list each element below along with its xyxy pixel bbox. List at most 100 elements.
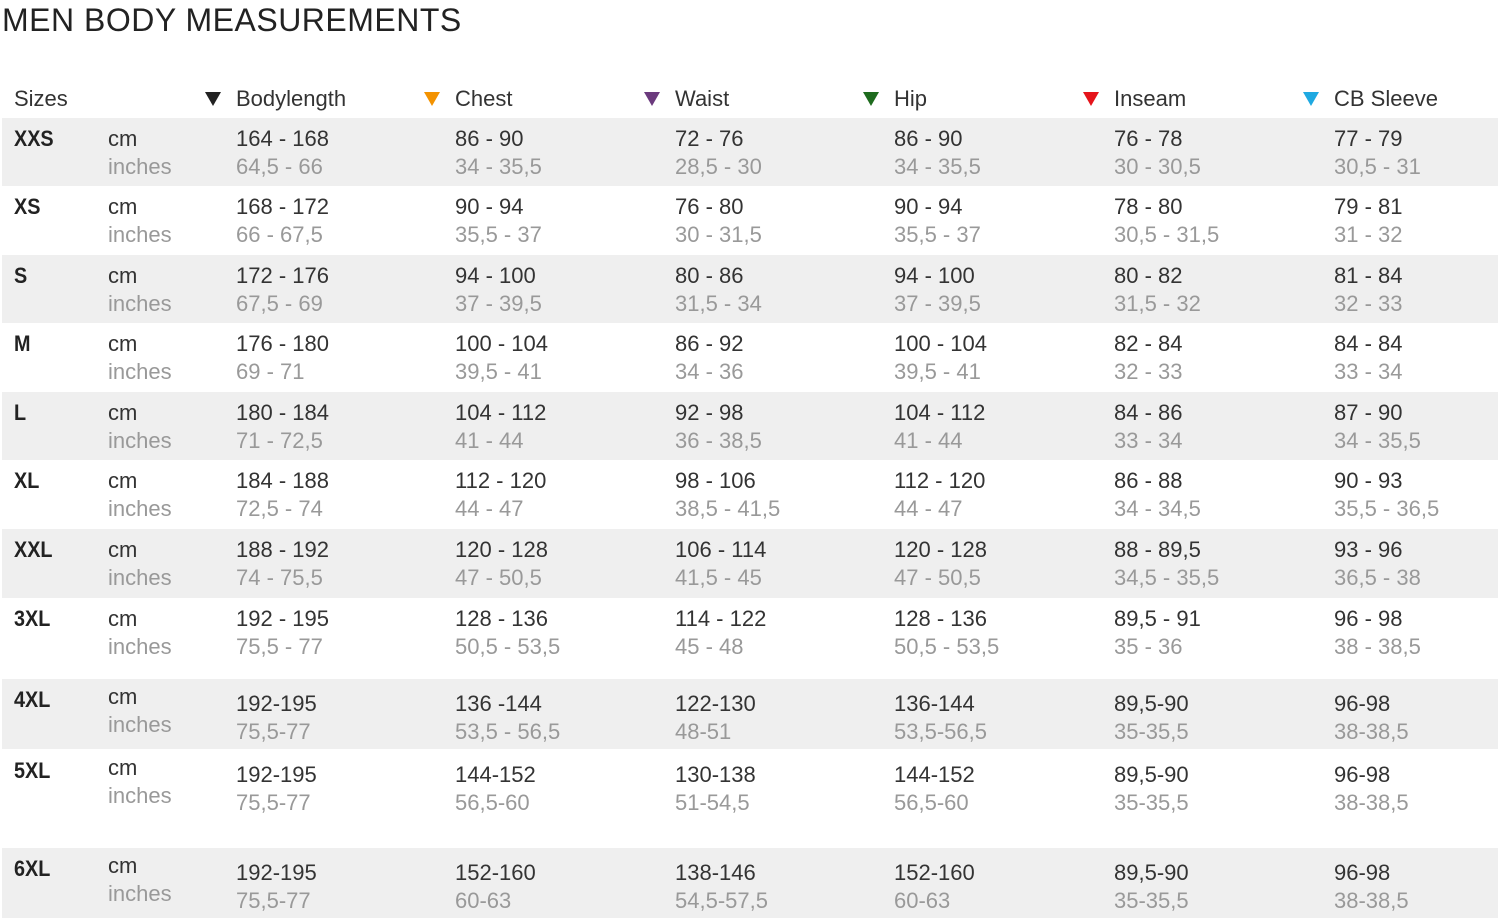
inches-value: 36,5 - 38 [1334, 565, 1421, 590]
size-label: 6XL [14, 856, 51, 881]
triangle-marker-icon [1303, 92, 1319, 106]
cm-value: 96 - 98 [1334, 606, 1403, 631]
cm-value: 90 - 94 [455, 194, 524, 219]
inches-value: 34 - 34,5 [1114, 496, 1201, 521]
triangle-marker-icon [424, 92, 440, 106]
unit-inches-label: inches [108, 634, 172, 659]
inches-value: 30,5 - 31,5 [1114, 222, 1220, 247]
unit-inches-label: inches [108, 222, 172, 247]
triangle-marker-icon [644, 92, 660, 106]
inches-value: 66 - 67,5 [236, 222, 323, 247]
inches-value: 35-35,5 [1114, 719, 1189, 744]
inches-value: 35 - 36 [1114, 634, 1183, 659]
cm-value: 104 - 112 [455, 400, 547, 425]
size-label: XL [14, 468, 40, 493]
table-row: XS cm inches 168 - 172 66 - 67,5 90 - 94 35,5 … [2, 186, 1498, 255]
size-label: XXS [14, 126, 54, 151]
inches-value: 50,5 - 53,5 [894, 634, 1000, 659]
cm-value: 90 - 93 [1334, 468, 1403, 493]
cm-value: 112 - 120 [455, 468, 547, 493]
inches-value: 31,5 - 32 [1114, 291, 1201, 316]
header-bodylength: Bodylength [236, 86, 347, 111]
inches-value: 54,5-57,5 [675, 888, 768, 913]
inches-value: 35,5 - 36,5 [1334, 496, 1440, 521]
inches-value: 53,5-56,5 [894, 719, 987, 744]
inches-value: 35-35,5 [1114, 790, 1189, 815]
inches-value: 38 - 38,5 [1334, 634, 1421, 659]
inches-value: 38-38,5 [1334, 790, 1409, 815]
cm-value: 89,5 - 91 [1114, 606, 1201, 631]
cm-value: 192-195 [236, 762, 317, 787]
cm-value: 76 - 78 [1114, 126, 1183, 151]
cm-value: 86 - 88 [1114, 468, 1183, 493]
cm-value: 100 - 104 [894, 331, 987, 356]
unit-cm-label: cm [108, 853, 138, 878]
triangle-marker-icon [205, 92, 221, 106]
inches-value: 37 - 39,5 [455, 291, 542, 316]
cm-value: 136 -144 [455, 691, 542, 716]
cm-value: 114 - 122 [675, 606, 767, 631]
unit-inches-label: inches [108, 496, 172, 521]
unit-cm-label: cm [108, 263, 138, 288]
table-row: XL cm inches 184 - 188 72,5 - 74 112 - 120 44 … [2, 460, 1498, 529]
unit-inches-label: inches [108, 291, 172, 316]
inches-value: 51-54,5 [675, 790, 750, 815]
cm-value: 96-98 [1334, 860, 1391, 885]
table-row: 4XL cm inches 192-195 75,5-77 136 -144 53,5 - … [2, 679, 1498, 749]
cm-value: 86 - 90 [455, 126, 524, 151]
cm-value: 84 - 86 [1114, 400, 1183, 425]
cm-value: 79 - 81 [1334, 194, 1403, 219]
header-inseam: Inseam [1114, 86, 1187, 111]
inches-value: 75,5-77 [236, 719, 311, 744]
triangle-marker-icon [1083, 92, 1099, 106]
inches-value: 28,5 - 30 [675, 154, 762, 179]
inches-value: 34 - 36 [675, 359, 744, 384]
unit-cm-label: cm [108, 331, 138, 356]
inches-value: 34 - 35,5 [1334, 428, 1421, 453]
cm-value: 192-195 [236, 691, 317, 716]
size-label: XXL [14, 537, 53, 562]
inches-value: 75,5-77 [236, 790, 311, 815]
inches-value: 30 - 31,5 [675, 222, 762, 247]
cm-value: 93 - 96 [1334, 537, 1403, 562]
inches-value: 75,5 - 77 [236, 634, 323, 659]
cm-value: 86 - 92 [675, 331, 744, 356]
unit-inches-label: inches [108, 154, 172, 179]
cm-value: 94 - 100 [894, 263, 975, 288]
inches-value: 69 - 71 [236, 359, 305, 384]
size-label: 5XL [14, 758, 51, 783]
cm-value: 78 - 80 [1114, 194, 1183, 219]
header-hip: Hip [894, 86, 928, 111]
inches-value: 32 - 33 [1114, 359, 1183, 384]
cm-value: 144-152 [894, 762, 975, 787]
size-label: S [14, 263, 28, 288]
table-row: 6XL cm inches 192-195 75,5-77 152-160 60-63 138… [2, 848, 1498, 918]
inches-value: 35,5 - 37 [894, 222, 981, 247]
inches-value: 30 - 30,5 [1114, 154, 1201, 179]
cm-value: 168 - 172 [236, 194, 329, 219]
cm-value: 120 - 128 [455, 537, 548, 562]
inches-value: 41,5 - 45 [675, 565, 762, 590]
cm-value: 82 - 84 [1114, 331, 1183, 356]
inches-value: 47 - 50,5 [894, 565, 981, 590]
cm-value: 84 - 84 [1334, 331, 1403, 356]
cm-value: 128 - 136 [455, 606, 548, 631]
unit-inches-label: inches [108, 881, 172, 906]
header-waist: Waist [675, 86, 730, 111]
unit-cm-label: cm [108, 755, 138, 780]
cm-value: 152-160 [894, 860, 975, 885]
inches-value: 56,5-60 [894, 790, 969, 815]
inches-value: 64,5 - 66 [236, 154, 323, 179]
inches-value: 44 - 47 [455, 496, 524, 521]
unit-cm-label: cm [108, 606, 138, 631]
inches-value: 38-38,5 [1334, 719, 1409, 744]
unit-inches-label: inches [108, 428, 172, 453]
inches-value: 39,5 - 41 [894, 359, 981, 384]
cm-value: 81 - 84 [1334, 263, 1403, 288]
cm-value: 100 - 104 [455, 331, 548, 356]
size-label: 3XL [14, 606, 51, 631]
unit-cm-label: cm [108, 194, 138, 219]
inches-value: 67,5 - 69 [236, 291, 323, 316]
cm-value: 96-98 [1334, 762, 1391, 787]
